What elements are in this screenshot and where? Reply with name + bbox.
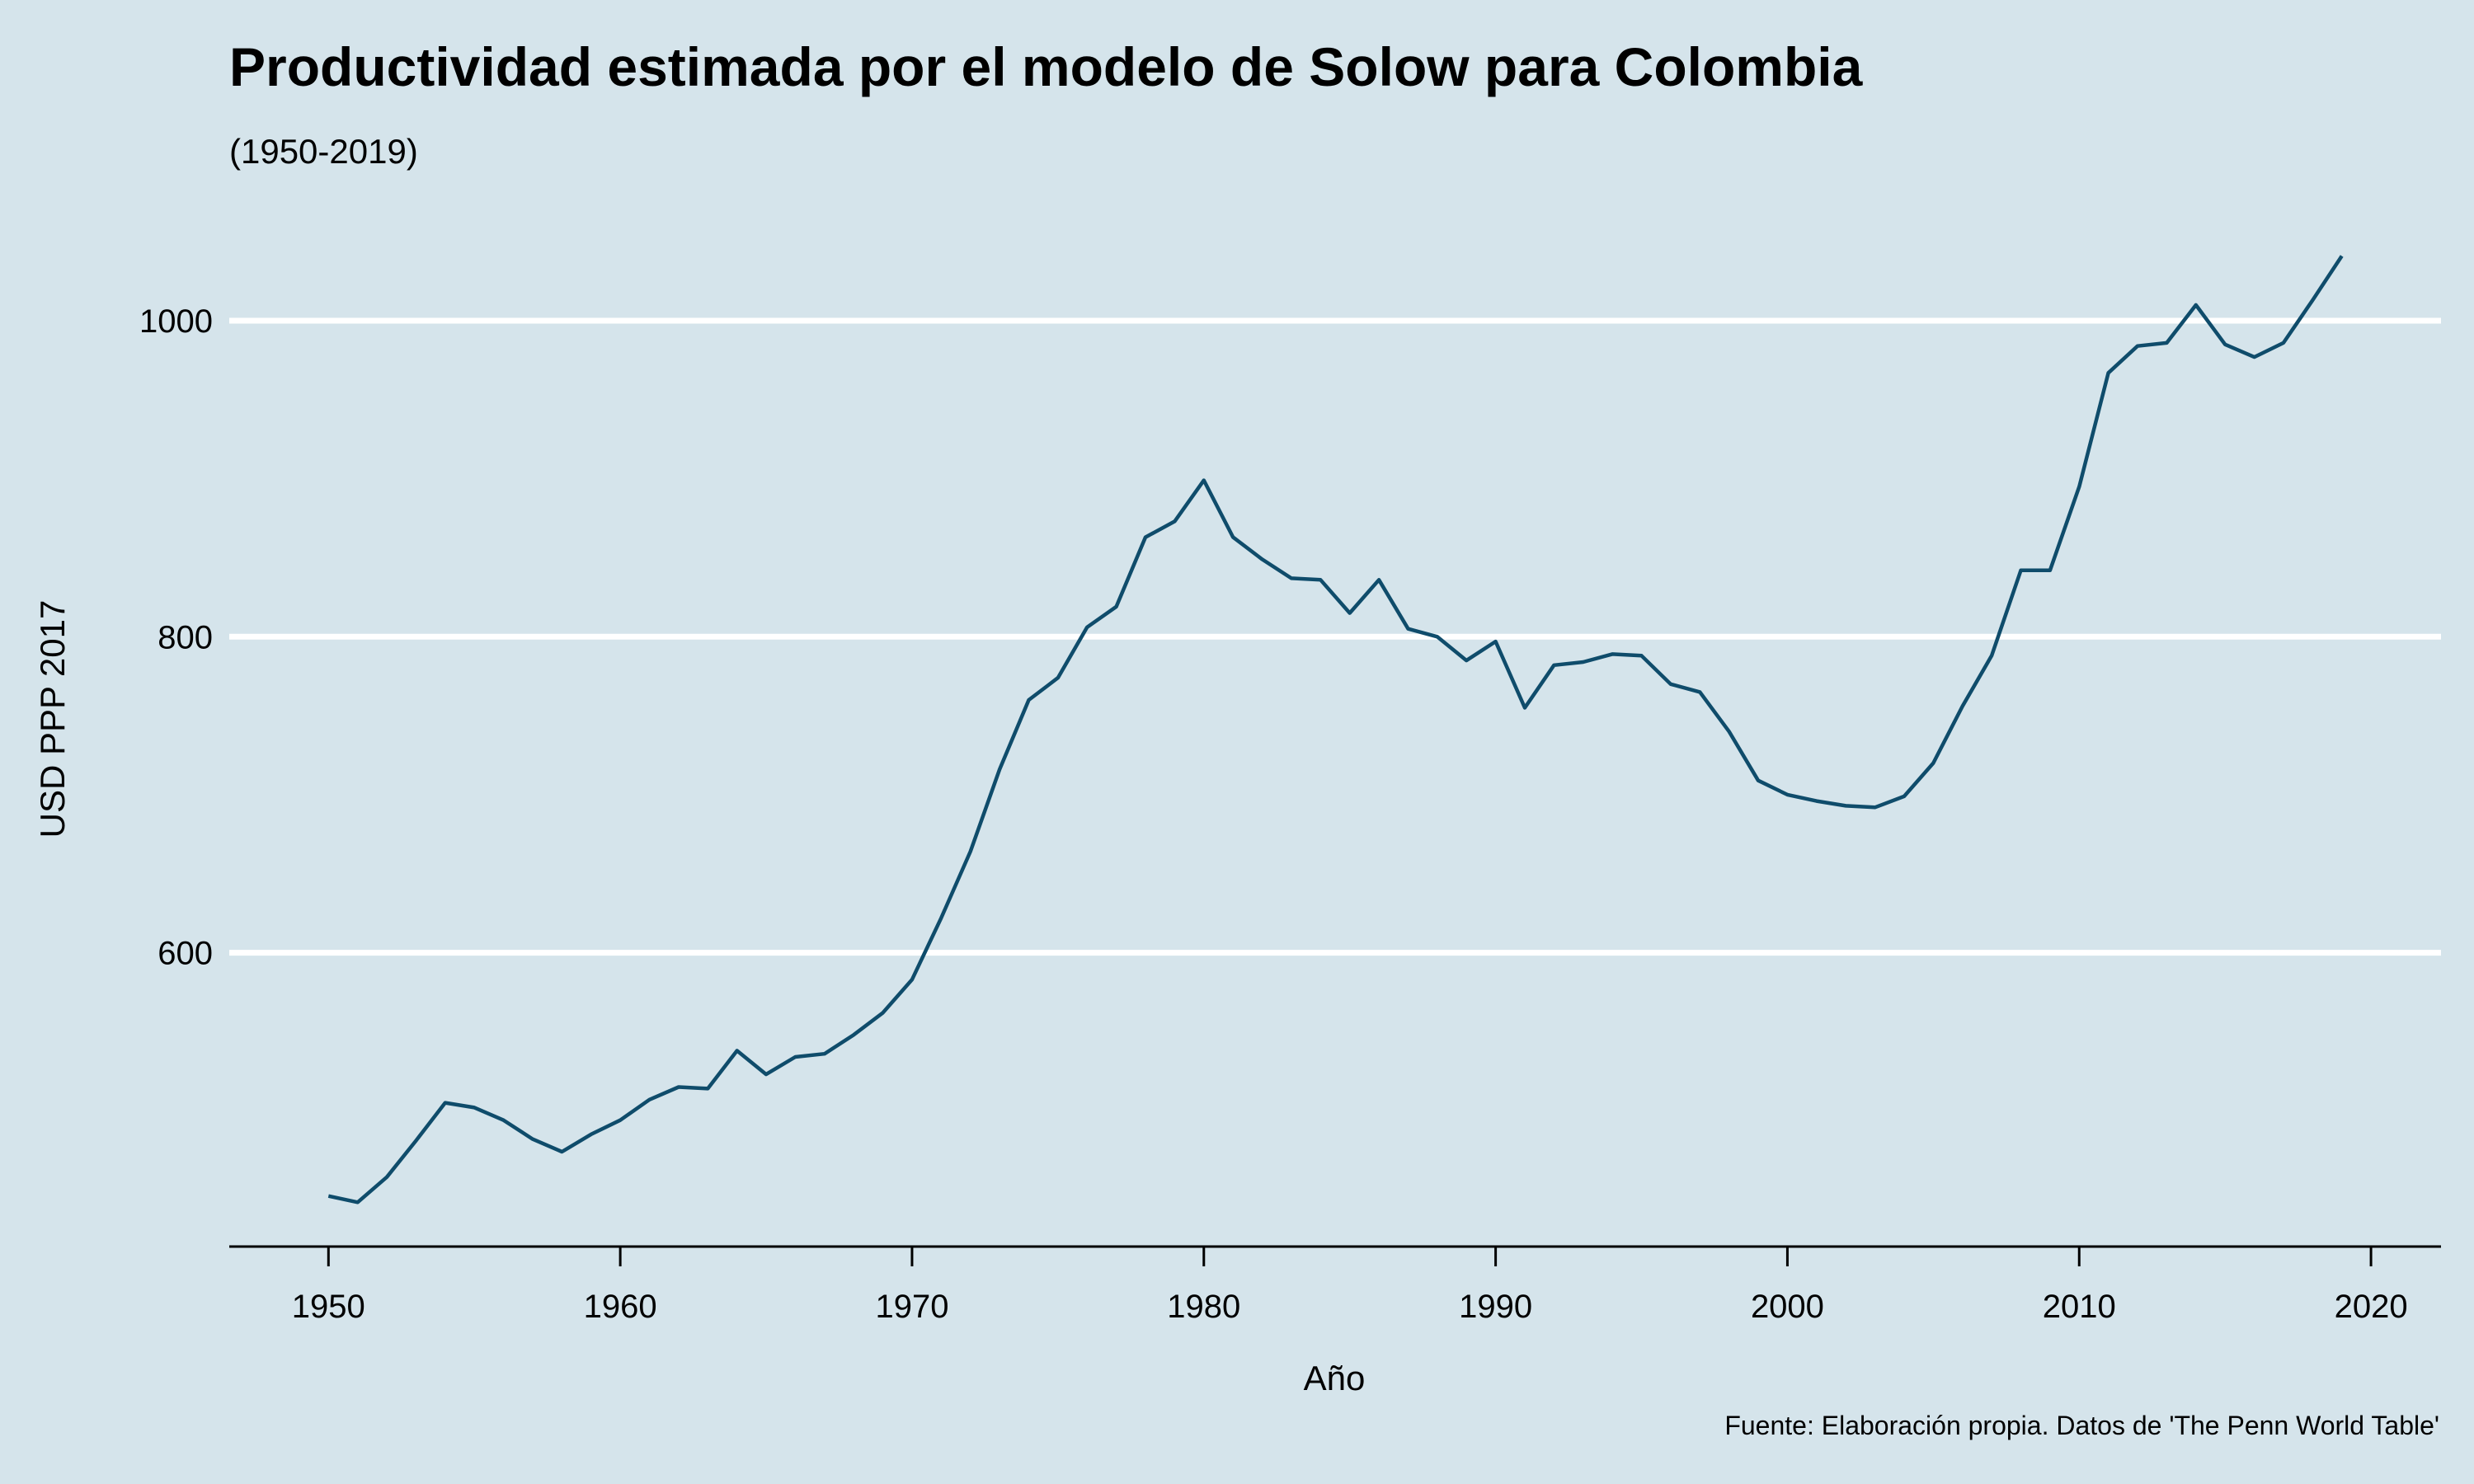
x-tick-label: 2000 xyxy=(1751,1289,1824,1325)
y-tick-label: 1000 xyxy=(139,303,213,340)
y-axis-ticks: 600 800 1000 xyxy=(139,303,213,972)
x-tick-label: 1980 xyxy=(1167,1289,1240,1325)
x-tick-label: 1970 xyxy=(875,1289,948,1325)
series-line-productividad xyxy=(327,255,2344,1205)
chart-title: Productividad estimada por el modelo de … xyxy=(229,36,1864,97)
x-tick-label: 1990 xyxy=(1459,1289,1532,1325)
y-tick-label: 800 xyxy=(158,619,213,655)
y-tick-label: 600 xyxy=(158,936,213,972)
chart-subtitle: (1950-2019) xyxy=(229,132,418,171)
gridlines xyxy=(229,317,2441,956)
x-tick-label: 1960 xyxy=(584,1289,657,1325)
x-tick-label: 1950 xyxy=(292,1289,365,1325)
x-axis-ticks: 1950 1960 1970 1980 1990 2000 2010 2020 xyxy=(292,1247,2408,1325)
x-tick-label: 2010 xyxy=(2043,1289,2116,1325)
chart-caption: Fuente: Elaboración propia. Datos de 'Th… xyxy=(1724,1411,2439,1440)
x-tick-label: 2020 xyxy=(2335,1289,2408,1325)
y-axis-label: USD PPP 2017 xyxy=(33,600,72,838)
x-axis-label: Año xyxy=(1304,1359,1366,1397)
